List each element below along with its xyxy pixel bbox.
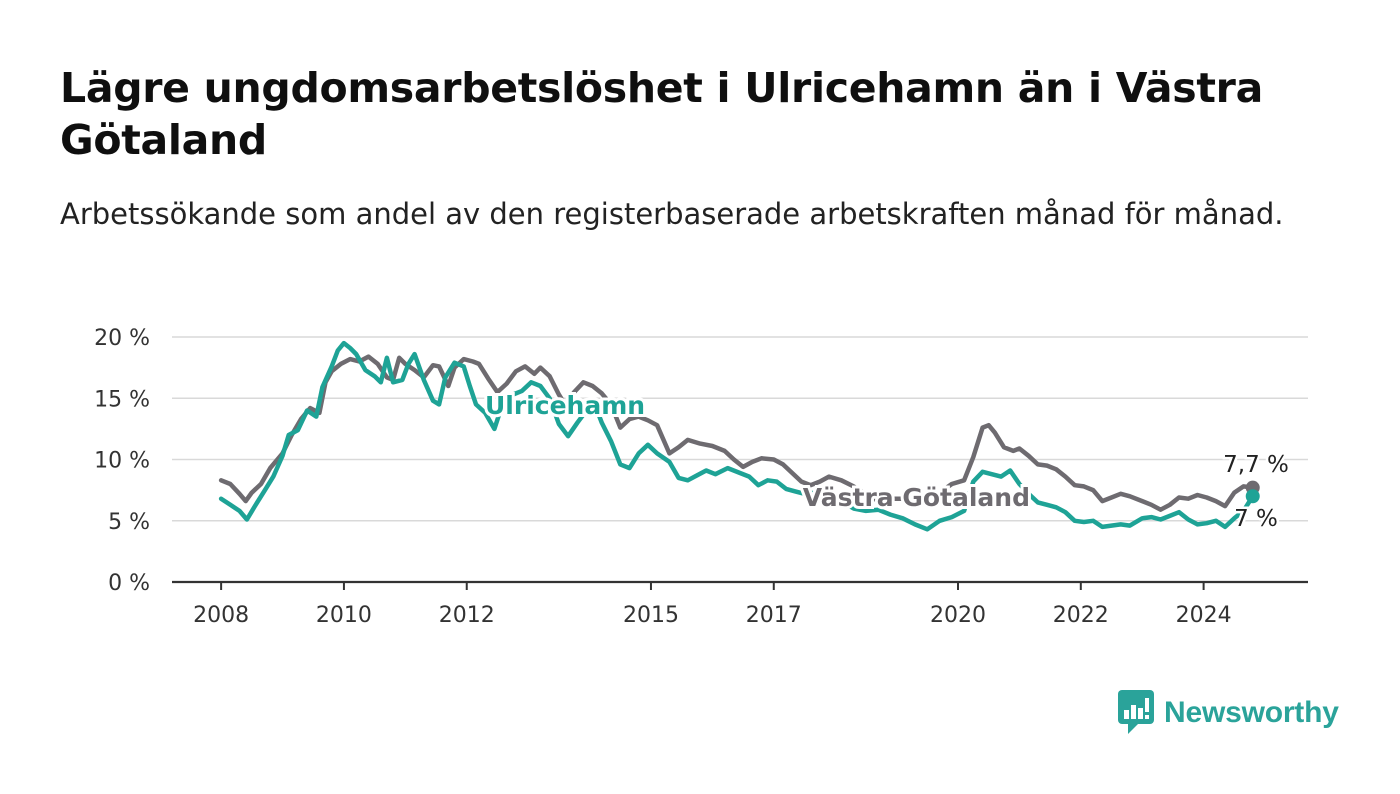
brand-name: Newsworthy [1164,696,1339,729]
series-end-value-label: 7,7 % [1223,452,1289,478]
y-tick-label: 10 % [94,449,150,474]
y-tick-label: 0 % [108,571,150,596]
newsworthy-logo-icon [1118,690,1154,734]
series-labels: Västra Götaland Ulricehamn 7,7 % 7 % [482,388,1291,535]
x-tick-label: 2008 [193,603,249,628]
series-lines [218,340,1260,532]
newsworthy-logo: Newsworthy [1118,690,1339,736]
series-end-value-label: 7 % [1234,506,1278,532]
gridlines [172,336,1308,584]
series-line-1 [218,340,1255,532]
chart-title: Lägre ungdomsarbetslöshet i Ulricehamn ä… [60,64,1263,164]
series-name-label: Ulricehamn [485,391,645,420]
x-tick-label: 2020 [930,603,986,628]
y-axis-ticks: 0 % 5 % 10 % 15 % 20 % [94,326,150,596]
series-end-point [1245,489,1260,504]
y-tick-label: 15 % [94,387,150,412]
y-tick-label: 20 % [94,326,150,351]
x-tick-label: 2017 [746,603,802,628]
chart-subtitle: Arbetssökande som andel av den registerb… [60,197,1284,231]
x-axis-ticks: 2008 2010 2012 2015 2017 2020 2022 2024 [193,582,1232,628]
y-tick-label: 5 % [108,510,150,535]
x-tick-label: 2012 [439,603,495,628]
x-tick-label: 2015 [623,603,679,628]
x-tick-label: 2010 [316,603,372,628]
series-name-label: Västra Götaland [803,483,1030,512]
x-tick-label: 2022 [1053,603,1109,628]
x-tick-label: 2024 [1176,603,1232,628]
